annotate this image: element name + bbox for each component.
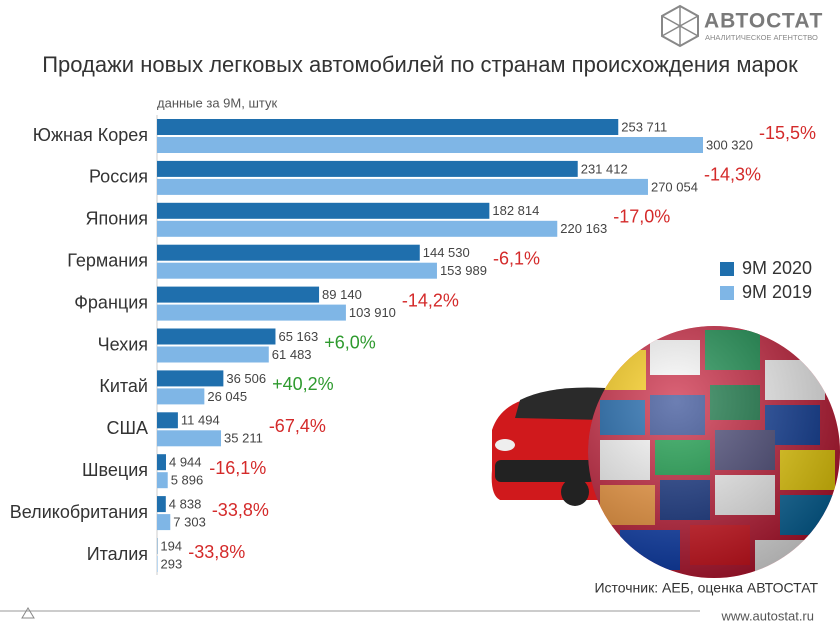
change-label: -67,4% — [269, 416, 326, 436]
bar — [157, 346, 269, 363]
bar — [157, 454, 166, 471]
value-label: 253 711 — [621, 119, 667, 134]
change-label: -33,8% — [212, 500, 269, 520]
category-label: Япония — [86, 209, 149, 229]
value-label: 11 494 — [181, 413, 220, 428]
category-label: Франция — [74, 292, 148, 312]
bar — [157, 430, 222, 447]
legend-swatch — [720, 262, 734, 276]
bar — [157, 262, 437, 279]
category-label: Великобритания — [10, 502, 148, 522]
legend-label: 9М 2019 — [742, 282, 812, 302]
value-label: 65 163 — [278, 329, 318, 344]
source-note: Источник: АЕБ, оценка АВТОСТАТ — [594, 580, 818, 596]
value-label: 36 506 — [226, 371, 266, 386]
bar — [157, 160, 578, 177]
value-label: 144 530 — [423, 245, 470, 260]
bar — [157, 412, 178, 429]
value-label: 300 320 — [706, 137, 753, 152]
change-label: -14,3% — [704, 165, 761, 185]
chart-title: Продажи новых легковых автомобилей по ст… — [42, 52, 798, 77]
bar — [157, 202, 490, 219]
change-label: +40,2% — [272, 374, 334, 394]
change-label: -33,8% — [188, 542, 245, 562]
category-label: Чехия — [98, 334, 148, 354]
value-label: 231 412 — [581, 161, 628, 176]
value-label: 61 483 — [272, 347, 312, 362]
value-label: 182 814 — [492, 203, 539, 218]
bar — [157, 220, 558, 237]
value-label: 270 054 — [651, 179, 698, 194]
flag-globe — [588, 326, 840, 578]
category-label: Швеция — [82, 460, 148, 480]
change-label: -17,0% — [613, 207, 670, 227]
change-label: -6,1% — [493, 248, 540, 268]
bar — [157, 304, 346, 321]
change-label: -14,2% — [402, 290, 459, 310]
logo-tagline: АНАЛИТИЧЕСКОЕ АГЕНТСТВО — [705, 33, 818, 42]
change-label: +6,0% — [324, 332, 376, 352]
bar — [157, 119, 619, 135]
value-label: 293 — [161, 556, 183, 571]
change-label: -15,5% — [759, 123, 816, 143]
bar — [157, 556, 158, 572]
bar — [157, 137, 703, 153]
category-label: США — [106, 418, 148, 438]
value-label: 153 989 — [440, 263, 487, 278]
value-label: 220 163 — [560, 221, 607, 236]
bar — [157, 286, 320, 303]
logo-icon — [661, 4, 699, 48]
bar — [157, 472, 168, 489]
category-label: Германия — [67, 250, 148, 270]
website: www.autostat.ru — [721, 608, 815, 623]
category-label: Италия — [87, 544, 148, 564]
category-label: Южная Корея — [33, 125, 148, 145]
value-label: 89 140 — [322, 287, 362, 302]
value-label: 7 303 — [173, 515, 206, 530]
chart-subtitle: данные за 9М, штук — [157, 95, 277, 110]
car-illustration — [491, 387, 612, 506]
value-label: 4 944 — [169, 455, 202, 470]
logo-text: АВТОСТАТ — [704, 10, 823, 33]
value-label: 4 838 — [169, 497, 202, 512]
bar — [157, 328, 276, 345]
bar — [157, 388, 205, 405]
category-label: Россия — [89, 167, 148, 187]
bar — [157, 244, 420, 261]
bar — [157, 370, 224, 387]
footer-icon — [21, 607, 35, 619]
bar — [157, 514, 171, 531]
value-label: 5 896 — [171, 473, 204, 488]
value-label: 194 — [160, 538, 182, 553]
value-label: 103 910 — [349, 305, 396, 320]
category-label: Китай — [99, 376, 148, 396]
legend-label: 9М 2020 — [742, 258, 812, 278]
bar — [157, 496, 166, 513]
change-label: -16,1% — [209, 458, 266, 478]
bar — [157, 178, 648, 195]
value-label: 26 045 — [207, 389, 247, 404]
legend-swatch — [720, 286, 734, 300]
value-label: 35 211 — [224, 431, 263, 446]
